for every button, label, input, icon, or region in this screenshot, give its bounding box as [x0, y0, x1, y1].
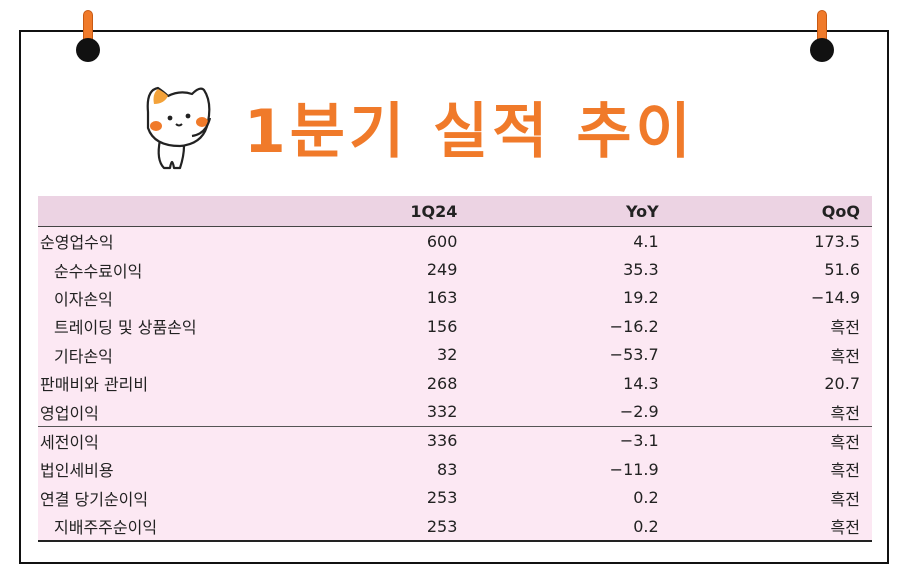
cell-yoy: 0.2	[633, 488, 659, 508]
table-row: 판매비와 관리비 268 14.3 20.7	[38, 369, 872, 397]
table-row: 순수수료이익 249 35.3 51.6	[38, 255, 872, 283]
page-title: 1분기 실적 추이	[244, 97, 695, 167]
cell-1q24: 268	[426, 373, 458, 393]
table-row: 연결 당기순이익 253 0.2 흑전	[38, 484, 872, 512]
table-row: 법인세비용 83 −11.9 흑전	[38, 455, 872, 483]
cell-qoq: 흑전	[830, 489, 860, 509]
cell-1q24: 249	[426, 260, 458, 280]
cat-mascot-icon	[146, 86, 212, 170]
cell-qoq: 흑전	[830, 461, 860, 481]
table-header-row: 1Q24 YoY QoQ	[38, 196, 872, 227]
table-row: 순영업수익 600 4.1 173.5	[38, 227, 872, 256]
row-label: 순영업수익	[40, 233, 114, 253]
cell-qoq: 51.6	[824, 260, 860, 280]
header-1q24: 1Q24	[281, 196, 458, 227]
cell-1q24: 332	[426, 402, 458, 422]
cell-1q24: 253	[281, 511, 458, 543]
cell-yoy: 35.3	[623, 260, 659, 280]
cell-qoq: 173.5	[814, 231, 860, 251]
pin-left-icon	[76, 10, 100, 62]
cell-yoy: 4.1	[633, 231, 659, 251]
table-row: 지배주주순이익 253 0.2 흑전	[38, 511, 872, 543]
results-table: 1Q24 YoY QoQ 순영업수익 600 4.1 173.5 순수수료이익 …	[38, 196, 872, 543]
cell-qoq: −14.9	[810, 288, 860, 308]
table-row: 트레이딩 및 상품손익 156 −16.2 흑전	[38, 312, 872, 340]
cell-yoy: −2.9	[619, 402, 659, 422]
cell-yoy: −11.9	[609, 459, 659, 479]
cell-qoq: 20.7	[824, 373, 860, 393]
cell-1q24: 336	[281, 425, 458, 456]
table-row: 이자손익 163 19.2 −14.9	[38, 284, 872, 312]
cell-yoy: −3.1	[457, 425, 659, 456]
cell-yoy: 19.2	[623, 288, 659, 308]
header-yoy: YoY	[457, 196, 659, 227]
row-label: 트레이딩 및 상품손익	[54, 318, 197, 338]
row-label: 기타손익	[54, 346, 113, 366]
cell-1q24: 600	[426, 231, 458, 251]
cell-yoy: 14.3	[623, 373, 659, 393]
cell-1q24: 156	[426, 316, 458, 336]
cell-qoq: 흑전	[830, 403, 860, 423]
cell-yoy: −16.2	[609, 316, 659, 336]
row-label: 지배주주순이익	[38, 511, 282, 543]
table-row: 세전이익 336 −3.1 흑전	[38, 425, 872, 456]
row-label: 이자손익	[54, 289, 113, 309]
row-label: 순수수료이익	[54, 261, 143, 281]
cell-yoy: 0.2	[457, 511, 659, 543]
cell-1q24: 163	[426, 288, 458, 308]
row-label: 세전이익	[38, 425, 282, 456]
row-label: 연결 당기순이익	[40, 489, 149, 509]
cell-qoq: 흑전	[830, 346, 860, 366]
cell-qoq: 흑전	[658, 425, 872, 456]
header-qoq: QoQ	[658, 196, 872, 227]
table-row: 기타손익 32 −53.7 흑전	[38, 341, 872, 369]
cell-1q24: 32	[437, 345, 458, 365]
cell-yoy: −53.7	[609, 345, 659, 365]
cell-1q24: 83	[437, 459, 458, 479]
cell-1q24: 253	[426, 488, 458, 508]
pin-right-icon	[810, 10, 834, 62]
row-label: 영업이익	[40, 403, 99, 423]
table-row: 영업이익 332 −2.9 흑전	[38, 397, 872, 426]
row-label: 법인세비용	[40, 461, 114, 481]
cell-qoq: 흑전	[830, 318, 860, 338]
header-label	[38, 196, 282, 227]
row-label: 판매비와 관리비	[40, 375, 149, 395]
cell-qoq: 흑전	[658, 511, 872, 543]
